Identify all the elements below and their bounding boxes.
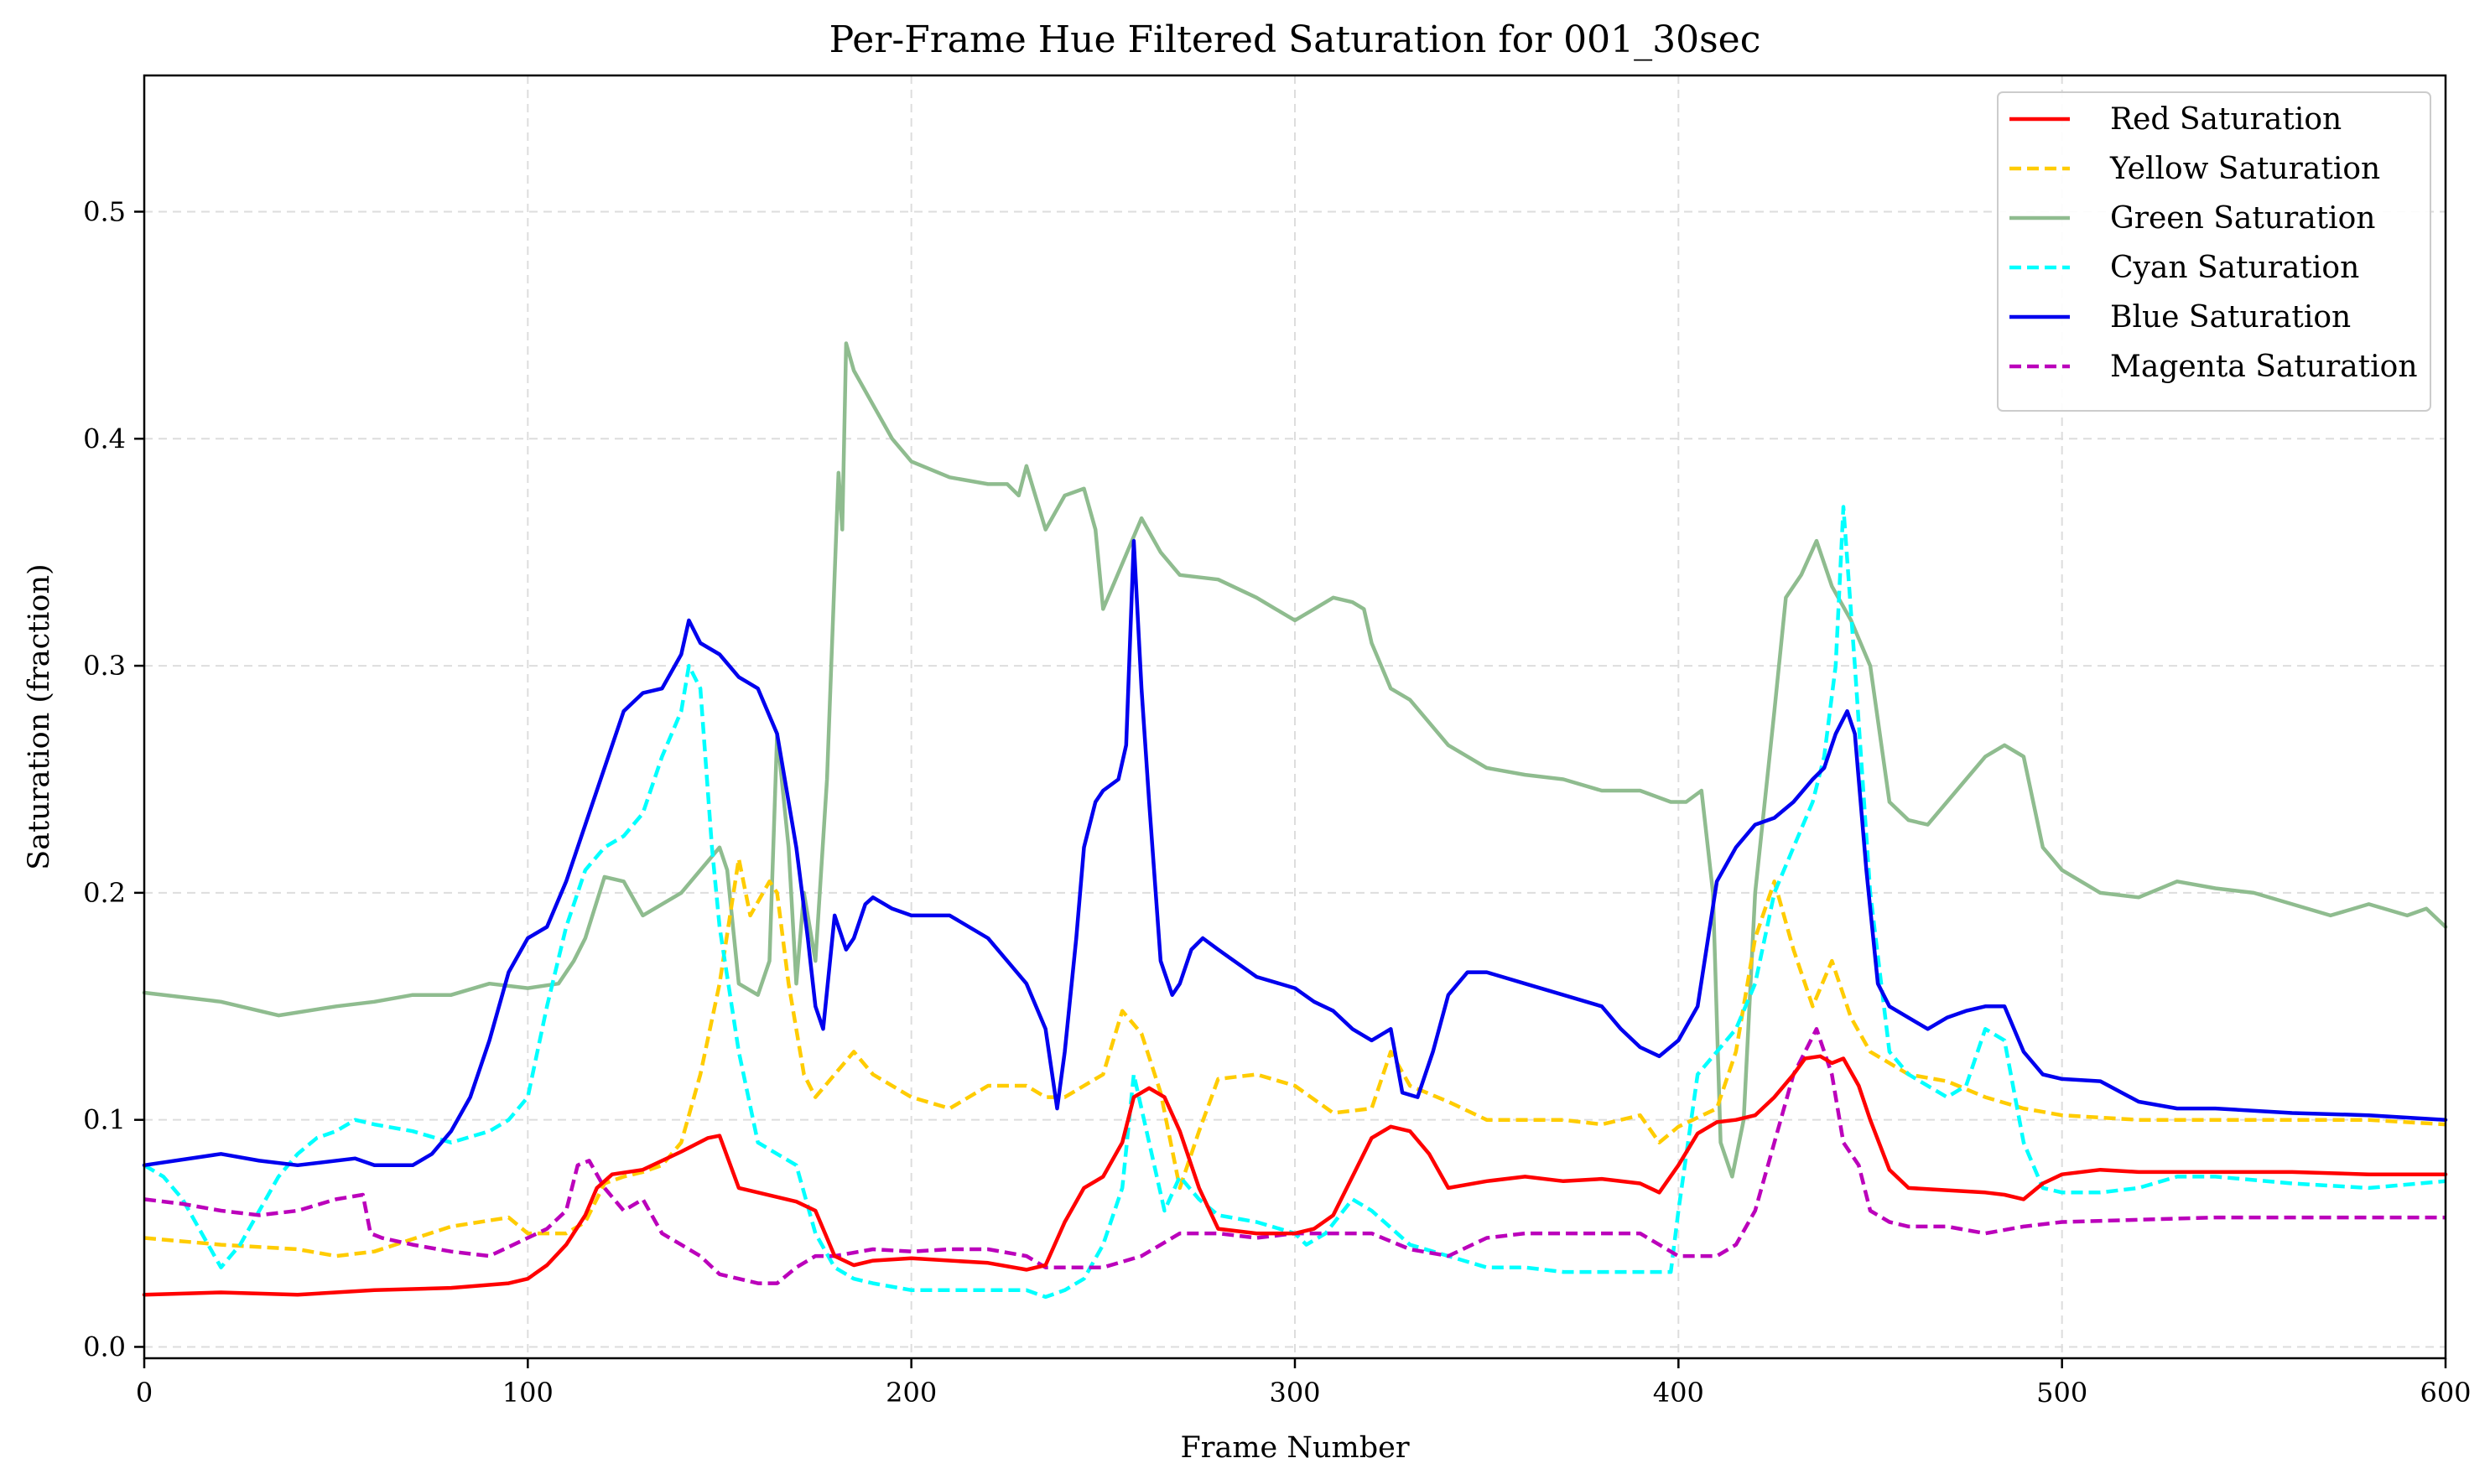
y-axis-label: Saturation (fraction) (23, 563, 56, 869)
y-tick-label: 0.0 (83, 1331, 126, 1362)
series-line-magenta-saturation (143, 1027, 2446, 1285)
y-tick-label: 0.4 (83, 423, 126, 454)
x-tick-label: 400 (1653, 1377, 1704, 1409)
legend-box (1997, 91, 2431, 412)
y-tick-label: 0.5 (83, 195, 126, 227)
legend-label: Blue Saturation (2110, 300, 2351, 335)
legend-label: Red Saturation (2110, 102, 2342, 137)
x-tick-label: 100 (502, 1377, 554, 1409)
series-line-red-saturation (142, 1054, 2448, 1297)
y-tick-label: 0.1 (83, 1104, 126, 1136)
chart-title: Per-Frame Hue Filtered Saturation for 00… (829, 18, 1761, 61)
x-tick-label: 500 (2036, 1377, 2087, 1409)
legend: Red Saturation Yellow Saturation Green Sat… (1997, 91, 2431, 412)
legend-label: Yellow Saturation (2109, 152, 2380, 186)
legend-label: Green Saturation (2110, 201, 2376, 236)
x-tick-label: 0 (136, 1377, 153, 1409)
y-tick-label: 0.2 (83, 877, 126, 909)
x-tick-label: 300 (1269, 1377, 1320, 1409)
x-tick-label: 200 (886, 1377, 937, 1409)
y-tick-label: 0.3 (83, 650, 126, 682)
series-line-green-saturation (142, 341, 2448, 1179)
legend-label: Magenta Saturation (2110, 350, 2418, 384)
axis-ticks: 0 100 200 300 400 500 600 0.0 0.1 0.2 0.3 0.4 0.5 (83, 195, 2471, 1409)
series-line-blue-saturation (142, 538, 2448, 1168)
plot-area (142, 341, 2448, 1300)
x-axis-label: Frame Number (1180, 1431, 1409, 1465)
x-tick-label: 600 (2420, 1377, 2471, 1409)
legend-label: Cyan Saturation (2110, 251, 2359, 285)
